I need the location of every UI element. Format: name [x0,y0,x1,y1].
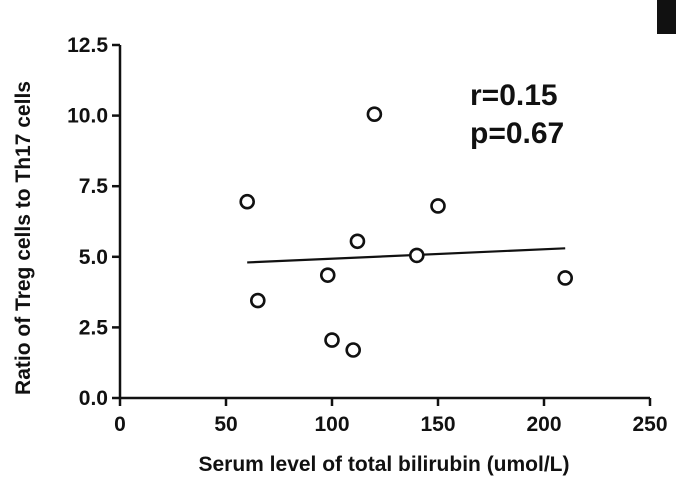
data-point [319,267,336,283]
p-annotation: p=0.67 [470,117,564,150]
data-point [249,292,266,309]
y-axis-title: Ratio of Treg cells to Th17 cells [12,81,35,395]
x-tick-label: 50 [214,413,237,436]
data-point [239,193,255,210]
data-point [430,198,446,214]
data-points [239,106,574,358]
data-point [349,233,366,250]
x-tick-label: 250 [632,413,667,436]
x-axis-ticks: 0 50 100 150 200 250 [114,398,668,436]
regression-line [247,247,566,264]
y-tick-label: 7.5 [79,175,109,198]
data-point [408,247,425,264]
data-point [557,270,574,286]
data-point [366,106,383,122]
x-tick-label: 0 [114,413,126,436]
r-annotation: r=0.15 [470,79,558,112]
y-tick-label: 12.5 [67,34,108,57]
corner-mark [657,0,676,34]
data-point [345,342,362,358]
y-tick-label: 10.0 [67,105,108,128]
x-tick-label: 200 [526,413,561,436]
data-point [324,332,340,348]
x-tick-label: 100 [314,413,349,436]
y-axis-ticks: 0.0 2.5 5.0 7.5 10.0 12.5 [67,34,120,410]
y-tick-label: 0.0 [79,387,108,410]
x-tick-label: 150 [420,413,455,436]
y-tick-label: 5.0 [79,246,108,269]
y-tick-label: 2.5 [79,316,109,339]
x-axis-title: Serum level of total bilirubin (umol/L) [198,453,569,476]
